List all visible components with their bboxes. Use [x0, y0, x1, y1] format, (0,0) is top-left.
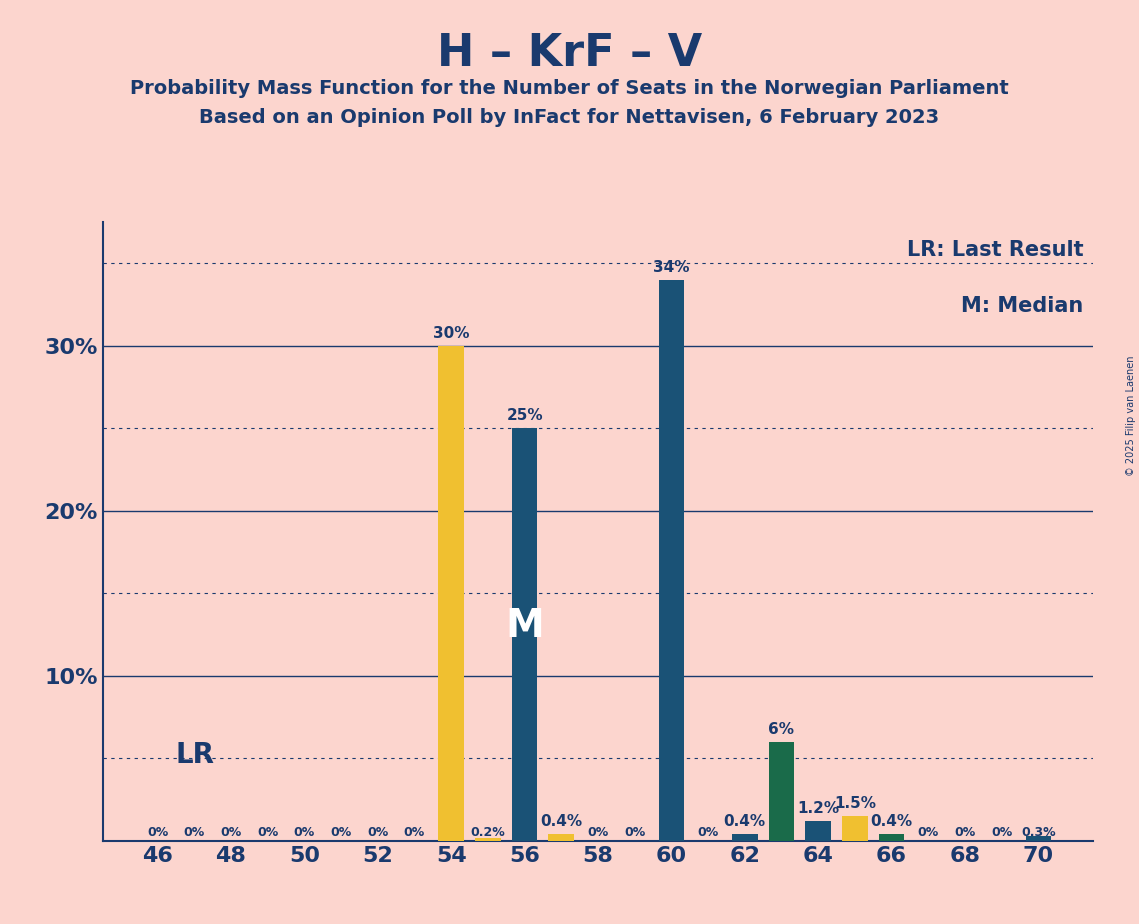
Bar [842, 816, 868, 841]
Bar [769, 742, 794, 841]
Text: 34%: 34% [653, 260, 689, 274]
Text: 1.5%: 1.5% [834, 796, 876, 811]
Text: 0%: 0% [294, 826, 316, 839]
Text: 0%: 0% [624, 826, 646, 839]
Text: 0.4%: 0.4% [870, 814, 912, 829]
Bar [439, 346, 464, 841]
Text: M: Median: M: Median [961, 296, 1083, 316]
Text: H – KrF – V: H – KrF – V [437, 32, 702, 76]
Text: 1.2%: 1.2% [797, 801, 839, 816]
Text: 6%: 6% [769, 722, 795, 736]
Text: 0%: 0% [330, 826, 352, 839]
Bar [548, 834, 574, 841]
Text: 0%: 0% [183, 826, 205, 839]
Text: Based on an Opinion Poll by InFact for Nettavisen, 6 February 2023: Based on an Opinion Poll by InFact for N… [199, 108, 940, 128]
Text: 0%: 0% [147, 826, 169, 839]
Text: 0%: 0% [220, 826, 241, 839]
Text: © 2025 Filip van Laenen: © 2025 Filip van Laenen [1125, 356, 1136, 476]
Bar [475, 837, 501, 841]
Text: 0.4%: 0.4% [540, 814, 582, 829]
Text: 0%: 0% [367, 826, 388, 839]
Bar [805, 821, 831, 841]
Text: 0%: 0% [588, 826, 608, 839]
Bar [1025, 836, 1051, 841]
Text: LR: LR [175, 741, 215, 769]
Text: 30%: 30% [433, 325, 469, 341]
Text: 0%: 0% [918, 826, 939, 839]
Text: 0%: 0% [697, 826, 719, 839]
Bar [658, 280, 685, 841]
Bar [511, 428, 538, 841]
Text: 25%: 25% [506, 408, 543, 423]
Text: 0.4%: 0.4% [723, 814, 765, 829]
Text: 0%: 0% [991, 826, 1013, 839]
Text: 0%: 0% [404, 826, 425, 839]
Text: M: M [506, 607, 544, 645]
Bar [879, 834, 904, 841]
Text: 0.3%: 0.3% [1021, 826, 1056, 839]
Text: 0%: 0% [954, 826, 976, 839]
Text: Probability Mass Function for the Number of Seats in the Norwegian Parliament: Probability Mass Function for the Number… [130, 79, 1009, 98]
Text: LR: Last Result: LR: Last Result [907, 240, 1083, 261]
Text: 0.2%: 0.2% [470, 826, 506, 839]
Text: 0%: 0% [257, 826, 278, 839]
Bar [732, 834, 757, 841]
